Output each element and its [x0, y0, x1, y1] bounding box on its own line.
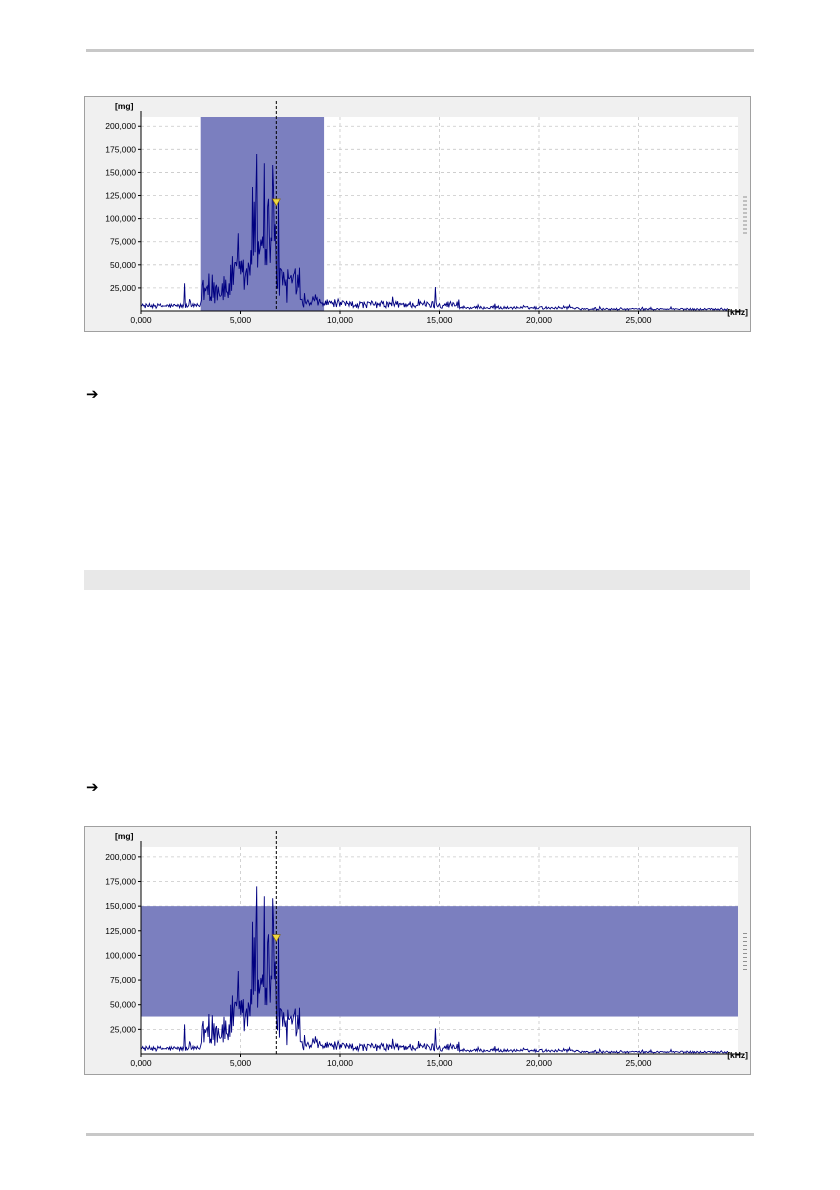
x-tick-label: 20,000 — [526, 1058, 552, 1068]
y-tick-label: 200,000 — [105, 121, 136, 131]
y-tick-label: 200,000 — [105, 852, 136, 862]
x-tick-label: 10,000 — [327, 315, 353, 325]
peak-marker-icon — [271, 198, 281, 207]
x-tick-label: 0,000 — [130, 1058, 152, 1068]
y-tick-label: 125,000 — [105, 191, 136, 201]
y-tick-label: 100,000 — [105, 214, 136, 224]
spectrum-chart-amplitude-band[interactable]: 25,000 50,000 75,000 100,000 125,000 150,000 1… — [84, 826, 751, 1075]
footer-rule — [86, 1133, 754, 1136]
header-rule — [86, 49, 754, 52]
selection-band — [200, 117, 325, 311]
y-tick-label: 50,000 — [110, 1000, 136, 1010]
peak-marker-icon — [271, 934, 281, 943]
y-tick-label: 75,000 — [110, 237, 136, 247]
y-tick-label: 50,000 — [110, 260, 136, 270]
y-tick-label: 150,000 — [105, 901, 136, 911]
y-tick-label: 75,000 — [110, 975, 136, 985]
spectrum-chart-frequency-band[interactable]: 25,000 50,000 75,000 100,000 125,000 150,000 1… — [84, 96, 751, 332]
y-tick-label: 25,000 — [110, 283, 136, 293]
x-tick-label: 25,000 — [626, 1058, 652, 1068]
x-tick-label: 25,000 — [626, 315, 652, 325]
y-axis-label: [mg] — [115, 101, 134, 111]
spectrum-chart-svg: 25,000 50,000 75,000 100,000 125,000 150,000 1… — [105, 101, 748, 325]
y-tick-label: 150,000 — [105, 167, 136, 177]
selection-band — [141, 906, 738, 1017]
x-axis-label: [kHz] — [727, 307, 748, 317]
y-tick-label: 100,000 — [105, 950, 136, 960]
resize-grip-icon — [743, 933, 747, 970]
y-tick-label: 25,000 — [110, 1024, 136, 1034]
y-tick-label: 175,000 — [105, 144, 136, 154]
y-tick-label: 175,000 — [105, 877, 136, 887]
spectrum-series-line — [140, 153, 729, 311]
x-tick-label: 0,000 — [130, 315, 152, 325]
x-tick-label: 5,000 — [230, 1058, 252, 1068]
y-tick-label: 125,000 — [105, 926, 136, 936]
resize-grip-icon — [743, 196, 747, 234]
x-tick-label: 20,000 — [526, 315, 552, 325]
x-axis-label: [kHz] — [727, 1050, 748, 1060]
y-axis-label: [mg] — [115, 831, 134, 841]
x-tick-label: 5,000 — [230, 315, 252, 325]
instruction-arrow-icon: ➔ — [86, 385, 99, 403]
spectrum-series-line — [140, 886, 729, 1054]
spectrum-chart-svg: 25,000 50,000 75,000 100,000 125,000 150,000 1… — [105, 831, 748, 1068]
instruction-arrow-icon: ➔ — [86, 778, 99, 796]
section-bar — [84, 570, 750, 590]
x-tick-label: 10,000 — [327, 1058, 353, 1068]
x-tick-label: 15,000 — [427, 1058, 453, 1068]
x-tick-label: 15,000 — [427, 315, 453, 325]
